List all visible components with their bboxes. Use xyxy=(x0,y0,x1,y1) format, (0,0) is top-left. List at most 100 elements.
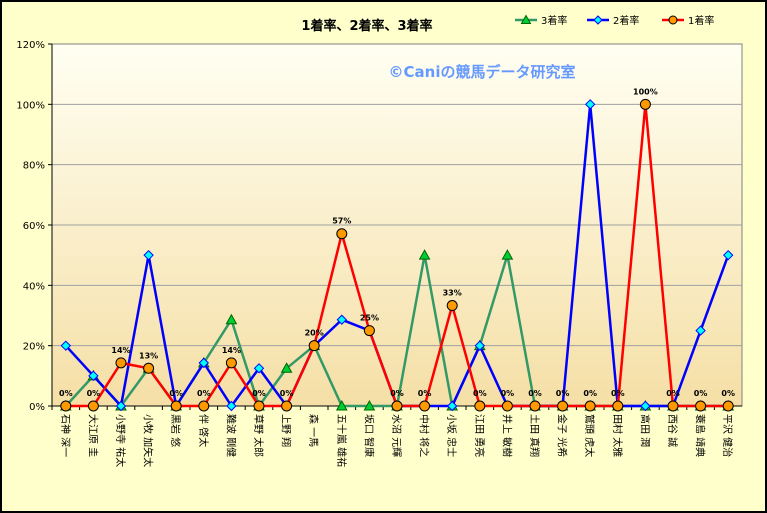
data-label: 0% xyxy=(528,389,542,398)
x-category-label: 平沢 健治 xyxy=(721,414,734,457)
data-labels: 0% 0% 14% 13% 0% 0% 14% 0% 0% 20% 57% 25% 0% 0% 33% 0% 0… xyxy=(59,87,735,398)
data-point xyxy=(612,400,624,412)
data-label: 57% xyxy=(332,217,351,226)
x-category-label: 石神 深一 xyxy=(59,414,72,457)
data-point xyxy=(198,357,210,369)
x-category-label: 小坂 忠士 xyxy=(445,414,458,457)
data-point xyxy=(584,400,596,412)
x-category-label: 井上 敏樹 xyxy=(500,414,513,457)
data-point xyxy=(225,313,238,325)
data-point xyxy=(198,400,210,412)
y-tick-label: 0% xyxy=(29,402,45,413)
x-category-label: 鷲頭 虎太 xyxy=(583,414,596,457)
data-point xyxy=(280,362,293,373)
data-point xyxy=(474,340,486,351)
data-point xyxy=(60,400,72,412)
y-tick-label: 80% xyxy=(23,161,45,172)
data-point xyxy=(584,99,596,110)
x-category-label: 上野 翔 xyxy=(280,414,293,447)
data-point xyxy=(695,325,706,336)
data-point xyxy=(308,340,320,352)
data-label: 0% xyxy=(583,389,597,398)
data-label: 0% xyxy=(169,389,183,398)
data-point xyxy=(418,249,431,260)
x-category-label: 森 一馬 xyxy=(307,414,320,447)
data-point xyxy=(501,400,513,412)
data-point xyxy=(722,400,734,412)
y-tick-label: 20% xyxy=(23,342,45,353)
x-category-label: 大江原 圭 xyxy=(86,414,99,457)
series-layer xyxy=(59,98,735,412)
x-category-label: 田村 太雅 xyxy=(611,414,624,457)
legend-marker xyxy=(593,15,603,25)
y-axis: 0% 20% 40% 60% 80% 100% 120% xyxy=(16,40,53,413)
y-tick-label: 120% xyxy=(16,40,45,51)
data-label: 0% xyxy=(252,389,266,398)
data-label: 100% xyxy=(633,87,658,96)
data-point xyxy=(557,400,569,412)
data-label: 14% xyxy=(111,346,130,355)
data-label: 0% xyxy=(666,389,680,398)
gridlines xyxy=(52,103,742,347)
x-category-label: 五十嵐 雄祐 xyxy=(335,414,348,467)
x-category-label: 高田 潤 xyxy=(638,414,651,447)
data-point xyxy=(446,400,458,412)
data-point xyxy=(336,314,348,325)
data-point xyxy=(88,370,99,382)
data-point xyxy=(87,400,99,412)
legend-marker xyxy=(668,15,678,25)
x-category-label: 草野 太郎 xyxy=(252,414,265,457)
data-point xyxy=(115,357,127,369)
data-label: 20% xyxy=(305,329,324,338)
x-category-label: 西谷 誠 xyxy=(666,414,679,447)
data-point xyxy=(446,300,458,312)
data-label: 0% xyxy=(721,389,735,398)
data-label: 0% xyxy=(418,389,432,398)
x-category-label: 黒岩 悠 xyxy=(169,414,182,447)
data-point xyxy=(115,400,127,412)
y-tick-label: 100% xyxy=(16,100,45,111)
data-point xyxy=(143,362,155,374)
data-label: 0% xyxy=(501,389,515,398)
x-axis: 石神 深一 大江原 圭 小野寺 祐太 小牧 加矢太 黒岩 悠 伴 啓太 難波 剛健 草野 太郎… xyxy=(51,405,742,467)
legend-marker xyxy=(520,14,532,24)
data-point xyxy=(253,400,265,412)
data-label: 0% xyxy=(694,389,708,398)
data-point xyxy=(722,249,734,261)
data-label: 0% xyxy=(390,389,404,398)
data-point xyxy=(639,98,651,110)
data-label: 0% xyxy=(611,389,625,398)
x-category-label: 小牧 加矢太 xyxy=(142,414,155,467)
legend: 3着率 2着率 1着率 xyxy=(515,14,714,27)
data-point xyxy=(419,400,431,412)
data-label: 0% xyxy=(556,389,570,398)
data-point xyxy=(640,400,651,412)
data-point xyxy=(60,340,72,351)
watermark-text: ©Caniの競馬データ研究室 xyxy=(389,63,576,81)
y-tick-label: 40% xyxy=(23,281,45,292)
data-label: 0% xyxy=(280,389,294,398)
x-category-label: 土田 真翔 xyxy=(528,414,541,457)
data-point xyxy=(695,400,707,412)
data-label: 25% xyxy=(360,314,379,323)
x-category-label: 蓑島 靖典 xyxy=(694,414,707,457)
data-label: 13% xyxy=(139,351,158,360)
data-point xyxy=(667,400,679,412)
data-label: 0% xyxy=(59,389,73,398)
data-point xyxy=(391,400,403,412)
legend-label: 2着率 xyxy=(613,14,639,27)
data-point xyxy=(225,357,237,369)
data-point xyxy=(474,400,486,412)
legend-label: 3着率 xyxy=(541,14,567,27)
data-label: 0% xyxy=(473,389,487,398)
data-point xyxy=(501,249,514,260)
x-category-label: 坂口 智康 xyxy=(362,414,375,457)
data-label: 33% xyxy=(443,289,462,298)
data-label: 14% xyxy=(222,346,241,355)
legend-label: 1着率 xyxy=(688,14,714,27)
x-category-label: 水沼 元輝 xyxy=(390,414,403,457)
data-point xyxy=(335,399,348,411)
x-category-label: 江田 勇亮 xyxy=(473,414,486,457)
y-tick-label: 60% xyxy=(23,221,45,232)
